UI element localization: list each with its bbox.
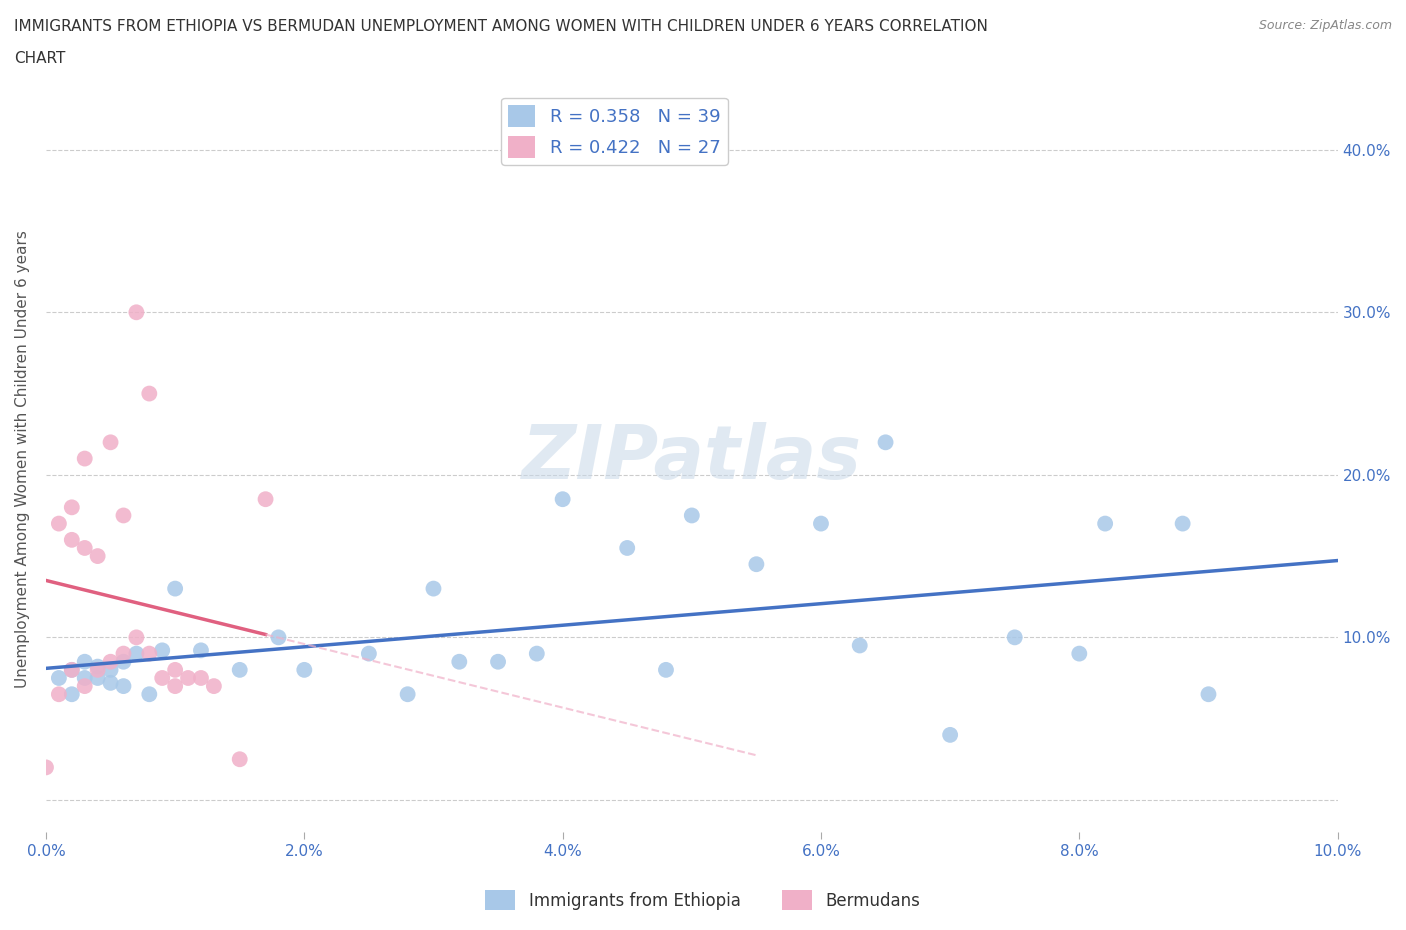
Point	[810, 516, 832, 531]
Point	[875, 435, 897, 450]
Point	[60, 662, 83, 677]
Point	[190, 643, 212, 658]
Point	[486, 655, 509, 670]
Point	[73, 655, 96, 670]
Point	[190, 671, 212, 685]
Point	[202, 679, 225, 694]
Point	[655, 662, 678, 677]
Point	[526, 646, 548, 661]
Point	[73, 671, 96, 685]
Text: CHART: CHART	[14, 51, 66, 66]
Point	[100, 655, 122, 670]
Point	[228, 751, 250, 766]
Point	[48, 686, 70, 701]
Point	[138, 386, 160, 401]
Point	[848, 638, 870, 653]
Point	[1094, 516, 1116, 531]
Point	[165, 662, 187, 677]
Point	[165, 581, 187, 596]
Legend: R = 0.358   N = 39, R = 0.422   N = 27: R = 0.358 N = 39, R = 0.422 N = 27	[501, 98, 728, 165]
Point	[396, 686, 419, 701]
Point	[73, 679, 96, 694]
Point	[112, 655, 135, 670]
Point	[48, 516, 70, 531]
Point	[292, 662, 315, 677]
Point	[35, 760, 58, 775]
Point	[60, 686, 83, 701]
Point	[100, 662, 122, 677]
Point	[267, 630, 290, 644]
Y-axis label: Unemployment Among Women with Children Under 6 years: Unemployment Among Women with Children U…	[15, 230, 30, 687]
Point	[86, 671, 108, 685]
Point	[125, 630, 148, 644]
Point	[86, 659, 108, 674]
Point	[100, 675, 122, 690]
Point	[939, 727, 962, 742]
Point	[60, 662, 83, 677]
Point	[100, 435, 122, 450]
Point	[112, 508, 135, 523]
Point	[681, 508, 703, 523]
Point	[73, 451, 96, 466]
Text: IMMIGRANTS FROM ETHIOPIA VS BERMUDAN UNEMPLOYMENT AMONG WOMEN WITH CHILDREN UNDE: IMMIGRANTS FROM ETHIOPIA VS BERMUDAN UNE…	[14, 19, 988, 33]
Point	[138, 646, 160, 661]
Point	[60, 532, 83, 547]
Point	[1004, 630, 1026, 644]
Point	[449, 655, 471, 670]
Point	[165, 679, 187, 694]
Point	[551, 492, 574, 507]
Point	[228, 662, 250, 677]
Point	[254, 492, 277, 507]
Point	[177, 671, 200, 685]
Point	[73, 540, 96, 555]
Point	[150, 671, 173, 685]
Point	[112, 646, 135, 661]
Point	[1171, 516, 1194, 531]
Point	[86, 662, 108, 677]
Point	[86, 549, 108, 564]
Text: ZIPatlas: ZIPatlas	[522, 422, 862, 495]
Point	[125, 646, 148, 661]
Point	[1069, 646, 1091, 661]
Point	[112, 679, 135, 694]
Point	[745, 557, 768, 572]
Point	[616, 540, 638, 555]
Point	[138, 686, 160, 701]
Point	[125, 305, 148, 320]
Point	[1198, 686, 1220, 701]
Point	[150, 643, 173, 658]
Point	[422, 581, 444, 596]
Point	[60, 500, 83, 515]
Text: Source: ZipAtlas.com: Source: ZipAtlas.com	[1258, 19, 1392, 32]
Point	[357, 646, 380, 661]
Point	[48, 671, 70, 685]
Legend: Immigrants from Ethiopia, Bermudans: Immigrants from Ethiopia, Bermudans	[479, 884, 927, 917]
